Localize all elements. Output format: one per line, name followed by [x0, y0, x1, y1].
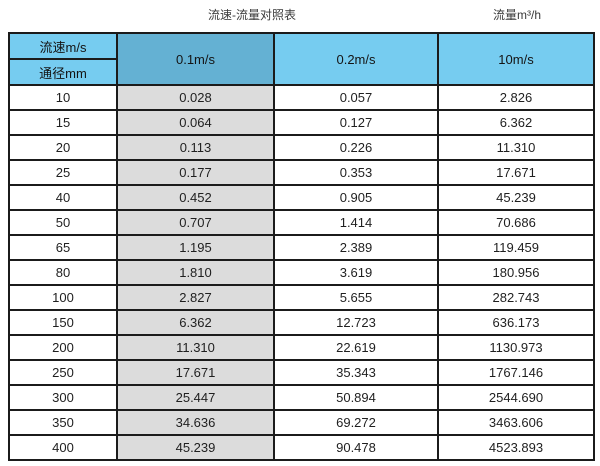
flow-value-cell: 2544.690 — [437, 384, 595, 411]
diameter-cell: 200 — [8, 334, 118, 361]
title-bar: 流速-流量对照表 流量m³/h — [0, 0, 600, 30]
table-row: 10 0.028 0.057 2.826 — [8, 84, 595, 111]
flow-value-cell: 2.389 — [273, 234, 439, 261]
flow-value-cell: 1130.973 — [437, 334, 595, 361]
flow-value-cell: 1.810 — [116, 259, 275, 286]
diameter-cell: 10 — [8, 84, 118, 111]
flow-value-cell: 0.452 — [116, 184, 275, 211]
table-row: 100 2.827 5.655 282.743 — [8, 284, 595, 311]
flow-value-cell: 0.707 — [116, 209, 275, 236]
flow-value-cell: 0.113 — [116, 134, 275, 161]
column-header-0-1ms: 0.1m/s — [116, 32, 275, 86]
header-row-top: 流速m/s 0.1m/s 0.2m/s 10m/s — [8, 32, 595, 86]
flow-value-cell: 180.956 — [437, 259, 595, 286]
diameter-cell: 300 — [8, 384, 118, 411]
column-header-0-2ms: 0.2m/s — [273, 32, 439, 86]
header-row-bottom: 通径mm — [8, 58, 594, 86]
velocity-corner-label: 流速m/s — [8, 32, 118, 60]
diameter-cell: 50 — [8, 209, 118, 236]
flow-value-cell: 0.177 — [116, 159, 275, 186]
flow-value-cell: 5.655 — [273, 284, 439, 311]
flow-value-cell: 0.127 — [273, 109, 439, 136]
flow-value-cell: 35.343 — [273, 359, 439, 386]
flow-value-cell: 25.447 — [116, 384, 275, 411]
flow-value-cell: 0.064 — [116, 109, 275, 136]
table-row: 250 17.671 35.343 1767.146 — [8, 359, 595, 386]
flow-value-cell: 17.671 — [437, 159, 595, 186]
table-row: 150 6.362 12.723 636.173 — [8, 309, 595, 336]
flow-value-cell: 1.195 — [116, 234, 275, 261]
flow-value-cell: 45.239 — [116, 434, 275, 461]
flow-value-cell: 17.671 — [116, 359, 275, 386]
flow-value-cell: 1.414 — [273, 209, 439, 236]
flow-value-cell: 282.743 — [437, 284, 595, 311]
table-row: 65 1.195 2.389 119.459 — [8, 234, 595, 261]
flow-value-cell: 34.636 — [116, 409, 275, 436]
diameter-cell: 400 — [8, 434, 118, 461]
diameter-cell: 15 — [8, 109, 118, 136]
diameter-cell: 20 — [8, 134, 118, 161]
diameter-cell: 65 — [8, 234, 118, 261]
flow-value-cell: 3463.606 — [437, 409, 595, 436]
flow-value-cell: 0.353 — [273, 159, 439, 186]
column-header-10ms: 10m/s — [437, 32, 595, 86]
table-row: 40 0.452 0.905 45.239 — [8, 184, 595, 211]
flow-value-cell: 2.826 — [437, 84, 595, 111]
flow-value-cell: 12.723 — [273, 309, 439, 336]
diameter-cell: 40 — [8, 184, 118, 211]
flow-value-cell: 6.362 — [116, 309, 275, 336]
table-title: 流速-流量对照表 — [208, 8, 296, 22]
flow-value-cell: 70.686 — [437, 209, 595, 236]
flow-value-cell: 45.239 — [437, 184, 595, 211]
table-row: 80 1.810 3.619 180.956 — [8, 259, 595, 286]
flow-value-cell: 69.272 — [273, 409, 439, 436]
flow-value-cell: 3.619 — [273, 259, 439, 286]
table-row: 50 0.707 1.414 70.686 — [8, 209, 595, 236]
flow-value-cell: 4523.893 — [437, 434, 595, 461]
flow-value-cell: 119.459 — [437, 234, 595, 261]
flow-value-cell: 6.362 — [437, 109, 595, 136]
table-row: 15 0.064 0.127 6.362 — [8, 109, 595, 136]
table-row: 25 0.177 0.353 17.671 — [8, 159, 595, 186]
diameter-cell: 350 — [8, 409, 118, 436]
flow-value-cell: 0.226 — [273, 134, 439, 161]
table-row: 350 34.636 69.272 3463.606 — [8, 409, 595, 436]
table-row: 300 25.447 50.894 2544.690 — [8, 384, 595, 411]
flow-value-cell: 0.057 — [273, 84, 439, 111]
diameter-cell: 150 — [8, 309, 118, 336]
table-row: 400 45.239 90.478 4523.893 — [8, 434, 595, 461]
flow-value-cell: 0.905 — [273, 184, 439, 211]
table-body: 10 0.028 0.057 2.826 15 0.064 0.127 6.362 20 0.11… — [8, 84, 595, 461]
flow-value-cell: 2.827 — [116, 284, 275, 311]
flow-value-cell: 50.894 — [273, 384, 439, 411]
flow-unit-label: 流量m³/h — [492, 8, 542, 22]
flow-value-cell: 0.028 — [116, 84, 275, 111]
diameter-cell: 80 — [8, 259, 118, 286]
flow-value-cell: 1767.146 — [437, 359, 595, 386]
flow-value-cell: 22.619 — [273, 334, 439, 361]
flow-value-cell: 636.173 — [437, 309, 595, 336]
flow-rate-table: 流速m/s 0.1m/s 0.2m/s 10m/s 通径mm 10 0.028 0.… — [8, 32, 595, 461]
flow-value-cell: 90.478 — [273, 434, 439, 461]
table-row: 20 0.113 0.226 11.310 — [8, 134, 595, 161]
diameter-cell: 25 — [8, 159, 118, 186]
diameter-cell: 100 — [8, 284, 118, 311]
flow-value-cell: 11.310 — [437, 134, 595, 161]
flow-value-cell: 11.310 — [116, 334, 275, 361]
table-row: 200 11.310 22.619 1130.973 — [8, 334, 595, 361]
diameter-cell: 250 — [8, 359, 118, 386]
diameter-corner-label: 通径mm — [8, 58, 118, 86]
